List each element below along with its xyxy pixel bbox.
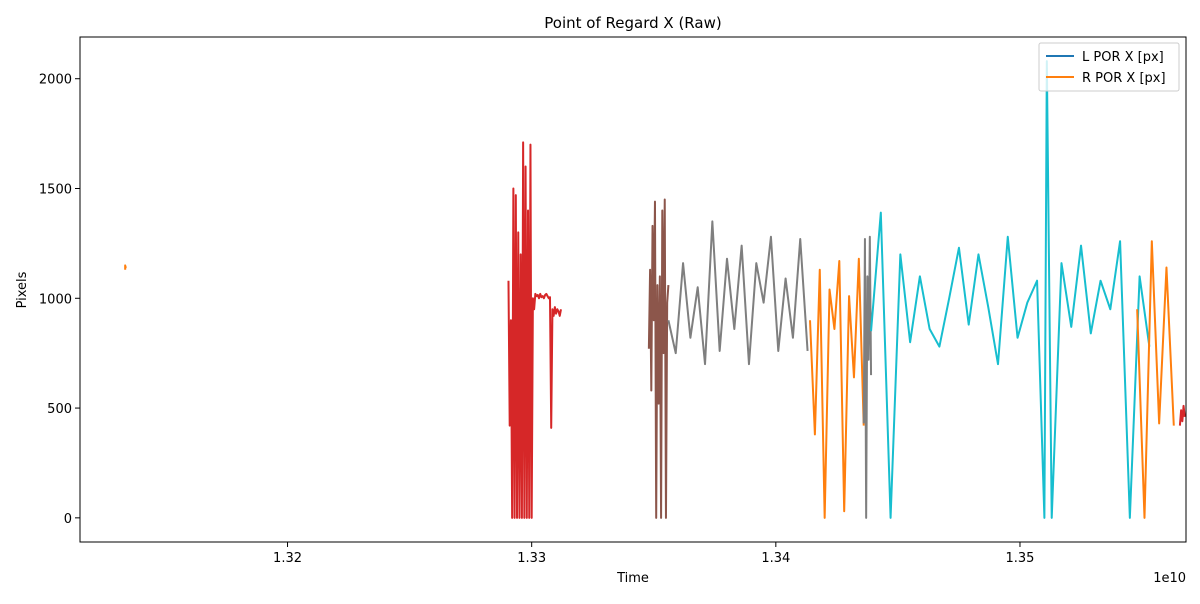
plot-background [80, 37, 1186, 542]
x-axis-ticks: 1.32 1.33 1.34 1.35 [273, 542, 1034, 566]
y-tick-label: 1000 [39, 292, 72, 307]
y-tick-label: 2000 [39, 73, 72, 88]
y-axis-label: Pixels [15, 271, 30, 308]
legend: L POR X [px] R POR X [px] [1039, 43, 1179, 91]
x-tick-label: 1.33 [517, 551, 546, 566]
x-tick-label: 1.35 [1006, 551, 1035, 566]
x-tick-label: 1.34 [761, 551, 790, 566]
x-axis-label: Time [616, 571, 649, 586]
y-tick-label: 500 [47, 402, 72, 417]
x-offset-label: 1e10 [1153, 571, 1186, 586]
legend-label-l-por: L POR X [px] [1082, 50, 1164, 65]
x-tick-label: 1.32 [273, 551, 302, 566]
chart-title: Point of Regard X (Raw) [544, 14, 721, 32]
y-tick-label: 1500 [39, 183, 72, 198]
y-tick-label: 0 [64, 512, 72, 527]
y-axis-ticks: 0 500 1000 1500 2000 [39, 73, 80, 527]
legend-label-r-por: R POR X [px] [1082, 71, 1166, 86]
